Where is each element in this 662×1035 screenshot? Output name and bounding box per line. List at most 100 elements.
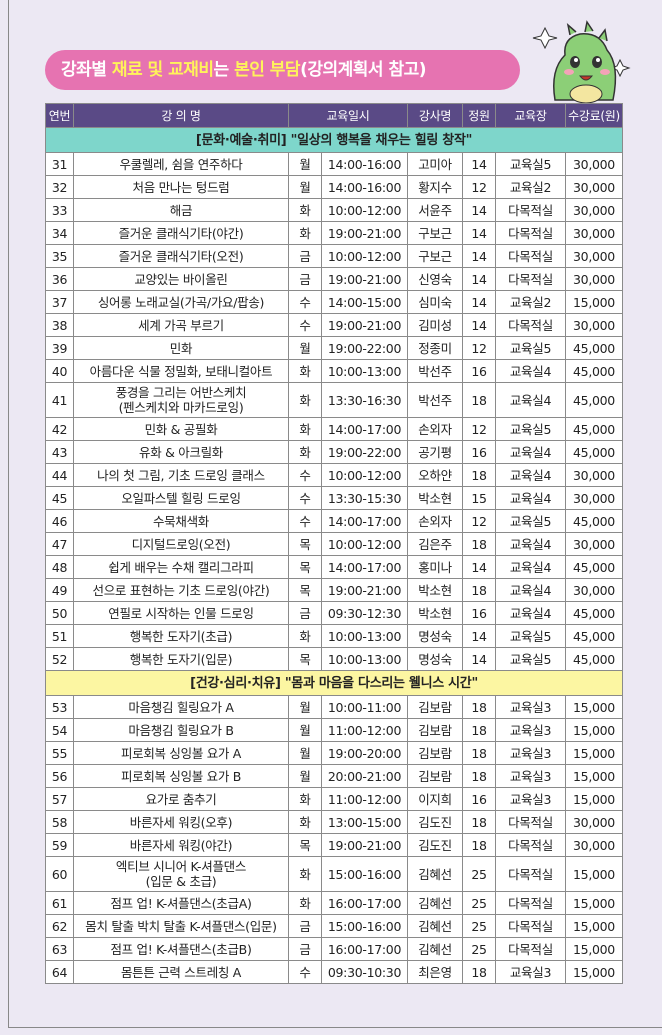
fee: 45,000 — [565, 336, 623, 360]
capacity: 14 — [462, 313, 496, 337]
course-row: 36 교양있는 바이올린 금 19:00-21:00 신영숙 14 다목적실 30,000 — [45, 267, 623, 291]
course-number: 38 — [45, 313, 74, 337]
classroom: 교육실4 — [495, 359, 566, 383]
course-row: 45 오일파스텔 힐링 드로잉 수 13:30-15:30 박소현 15 교육실4 30,00… — [45, 486, 623, 510]
fee: 45,000 — [565, 440, 623, 464]
course-time: 09:30-10:30 — [321, 960, 408, 984]
course-row: 64 몸튼튼 근력 스트레칭 A 수 09:30-10:30 최은영 18 교육실3 15,0… — [45, 960, 623, 984]
banner-text: 는 — [213, 60, 235, 80]
course-time: 10:00-13:00 — [321, 624, 408, 648]
fee: 15,000 — [565, 856, 623, 892]
course-number: 46 — [45, 509, 74, 533]
course-row: 54 마음챙김 힐링요가 B 월 11:00-12:00 김보람 18 교육실3 15,000 — [45, 718, 623, 742]
course-name: 아름다운 식물 정밀화, 보태니컬아트 — [73, 359, 289, 383]
course-row: 35 즐거운 클래식기타(오전) 금 10:00-12:00 구보근 14 다목적실 30,0… — [45, 244, 623, 268]
course-row: 37 싱어롱 노래교실(가곡/가요/팝송) 수 14:00-15:00 심미숙 14 교육실… — [45, 290, 623, 314]
capacity: 25 — [462, 891, 496, 915]
course-number: 40 — [45, 359, 74, 383]
mascot — [532, 20, 631, 104]
name-line: 풍경을 그리는 어반스케치 — [115, 385, 247, 400]
instructor: 홍미나 — [407, 555, 463, 579]
instructor: 김보람 — [407, 718, 463, 742]
banner-text: 강좌별 — [61, 60, 112, 80]
fee: 15,000 — [565, 891, 623, 915]
classroom: 다목적실 — [495, 937, 566, 961]
fee: 45,000 — [565, 382, 623, 418]
section-title: [건강·심리·치유] "몸과 마음을 다스리는 웰니스 시간" — [45, 670, 623, 696]
capacity: 25 — [462, 937, 496, 961]
fee: 15,000 — [565, 764, 623, 788]
course-table: 연번 강 의 명 교육일시 강사명 정원 교육장 수강료(원) [문화·예술·취미] "일상의… — [45, 103, 623, 984]
course-row: 42 민화 & 공필화 화 14:00-17:00 손외자 12 교육실5 45,000 — [45, 417, 623, 441]
course-row: 34 즐거운 클래식기타(야간) 화 19:00-21:00 구보근 14 다목적실 30,0… — [45, 221, 623, 245]
course-day: 월 — [288, 718, 322, 742]
course-time: 10:00-12:00 — [321, 198, 408, 222]
instructor: 심미숙 — [407, 290, 463, 314]
capacity: 14 — [462, 624, 496, 648]
course-name: 몸치 탈출 박치 탈출 K-셔플댄스(입문) — [73, 914, 289, 938]
classroom: 교육실2 — [495, 175, 566, 199]
course-row: 47 디지털드로잉(오전) 목 10:00-12:00 김은주 18 교육실4 30,000 — [45, 532, 623, 556]
course-number: 45 — [45, 486, 74, 510]
fee: 15,000 — [565, 741, 623, 765]
course-row: 41 풍경을 그리는 어반스케치 (펜스케치와 마카드로잉) 화 13:30-16:30… — [45, 382, 623, 418]
course-number: 37 — [45, 290, 74, 314]
course-name: 수묵채색화 — [73, 509, 289, 533]
course-number: 35 — [45, 244, 74, 268]
fee: 30,000 — [565, 267, 623, 291]
course-name: 피로회복 싱잉볼 요가 A — [73, 741, 289, 765]
classroom: 교육실2 — [495, 290, 566, 314]
instructor: 손외자 — [407, 417, 463, 441]
course-number: 62 — [45, 914, 74, 938]
course-row: 46 수묵채색화 수 14:00-17:00 손외자 12 교육실5 45,000 — [45, 509, 623, 533]
fee: 15,000 — [565, 787, 623, 811]
course-time: 15:00-16:00 — [321, 914, 408, 938]
instructor: 김혜선 — [407, 937, 463, 961]
fee: 15,000 — [565, 290, 623, 314]
course-time: 14:00-16:00 — [321, 175, 408, 199]
course-time: 20:00-21:00 — [321, 764, 408, 788]
instructor: 김혜선 — [407, 856, 463, 892]
course-row: 56 피로회복 싱잉볼 요가 B 월 20:00-21:00 김보람 18 교육실3 15,0… — [45, 764, 623, 788]
header-row: 연번 강 의 명 교육일시 강사명 정원 교육장 수강료(원) — [45, 103, 623, 128]
course-number: 64 — [45, 960, 74, 984]
fee: 15,000 — [565, 960, 623, 984]
course-name: 세계 가곡 부르기 — [73, 313, 289, 337]
capacity: 18 — [462, 741, 496, 765]
classroom: 다목적실 — [495, 267, 566, 291]
course-day: 목 — [288, 833, 322, 857]
course-day: 월 — [288, 152, 322, 176]
column-header: 연번 — [45, 103, 74, 128]
instructor: 명성숙 — [407, 647, 463, 671]
course-name: 풍경을 그리는 어반스케치 (펜스케치와 마카드로잉) — [73, 382, 289, 418]
course-time: 19:00-20:00 — [321, 741, 408, 765]
course-day: 화 — [288, 359, 322, 383]
capacity: 18 — [462, 810, 496, 834]
course-name: 싱어롱 노래교실(가곡/가요/팝송) — [73, 290, 289, 314]
fee: 30,000 — [565, 152, 623, 176]
fee: 30,000 — [565, 578, 623, 602]
fee: 15,000 — [565, 695, 623, 719]
classroom: 교육실5 — [495, 417, 566, 441]
course-name: 오일파스텔 힐링 드로잉 — [73, 486, 289, 510]
course-day: 목 — [288, 647, 322, 671]
section-row: [문화·예술·취미] "일상의 행복을 채우는 힐링 창작" — [45, 127, 623, 153]
course-time: 14:00-17:00 — [321, 509, 408, 533]
course-day: 수 — [288, 463, 322, 487]
capacity: 14 — [462, 267, 496, 291]
column-header: 정원 — [462, 103, 496, 128]
instructor: 황지수 — [407, 175, 463, 199]
course-day: 수 — [288, 509, 322, 533]
capacity: 18 — [462, 764, 496, 788]
course-day: 화 — [288, 787, 322, 811]
course-time: 19:00-21:00 — [321, 267, 408, 291]
course-row: 57 요가로 춤추기 화 11:00-12:00 이지희 16 교육실3 15,000 — [45, 787, 623, 811]
section-title: [문화·예술·취미] "일상의 행복을 채우는 힐링 창작" — [45, 127, 623, 153]
instructor: 박선주 — [407, 382, 463, 418]
capacity: 18 — [462, 532, 496, 556]
course-name: 우쿨렐레, 쉼을 연주하다 — [73, 152, 289, 176]
instructor: 이지희 — [407, 787, 463, 811]
fee: 30,000 — [565, 486, 623, 510]
classroom: 다목적실 — [495, 198, 566, 222]
classroom: 교육실3 — [495, 718, 566, 742]
